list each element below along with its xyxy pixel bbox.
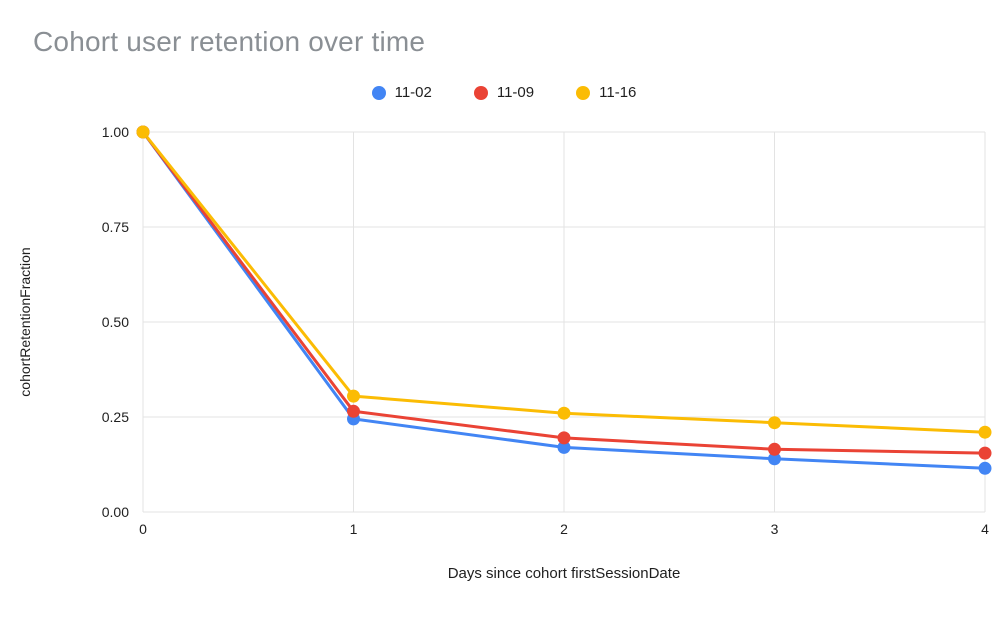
y-axis-title: cohortRetentionFraction <box>17 247 33 396</box>
data-point-11-16 <box>557 406 571 420</box>
data-point-11-02 <box>978 461 992 475</box>
data-point-11-16 <box>347 389 360 403</box>
data-point-11-16 <box>978 425 992 439</box>
legend-label: 11-02 <box>394 84 432 101</box>
data-point-11-16 <box>768 416 781 430</box>
legend-item-11-09: 11-09 <box>473 84 535 101</box>
legend-swatch-icon <box>371 85 386 100</box>
x-axis-title: Days since cohort firstSessionDate <box>448 565 681 582</box>
y-tick-label: 0.25 <box>102 409 129 425</box>
y-tick-label: 0.75 <box>102 219 129 235</box>
legend-label: 11-09 <box>496 84 535 101</box>
legend-swatch-icon <box>473 85 488 100</box>
data-point-11-09 <box>978 446 992 460</box>
x-tick-label: 0 <box>139 521 147 537</box>
x-tick-label: 2 <box>560 521 568 537</box>
data-point-11-02 <box>768 452 781 466</box>
y-tick-label: 1.00 <box>102 124 129 140</box>
data-point-11-16 <box>136 125 150 139</box>
legend-item-11-02: 11-02 <box>371 84 432 101</box>
legend-item-11-16: 11-16 <box>576 84 636 101</box>
x-tick-label: 1 <box>350 521 358 537</box>
y-tick-label: 0.50 <box>102 314 129 330</box>
legend-label: 11-16 <box>599 84 637 101</box>
data-point-11-09 <box>557 431 571 445</box>
data-point-11-09 <box>768 442 781 456</box>
data-point-11-02 <box>557 440 571 454</box>
data-point-11-09 <box>347 404 360 418</box>
y-tick-label: 0.00 <box>102 504 129 520</box>
legend: 11-02 11-09 11-16 <box>0 84 1008 101</box>
x-tick-label: 4 <box>981 521 989 537</box>
x-tick-label: 3 <box>771 521 779 537</box>
legend-swatch-icon <box>576 85 591 100</box>
chart-title: Cohort user retention over time <box>33 26 426 57</box>
